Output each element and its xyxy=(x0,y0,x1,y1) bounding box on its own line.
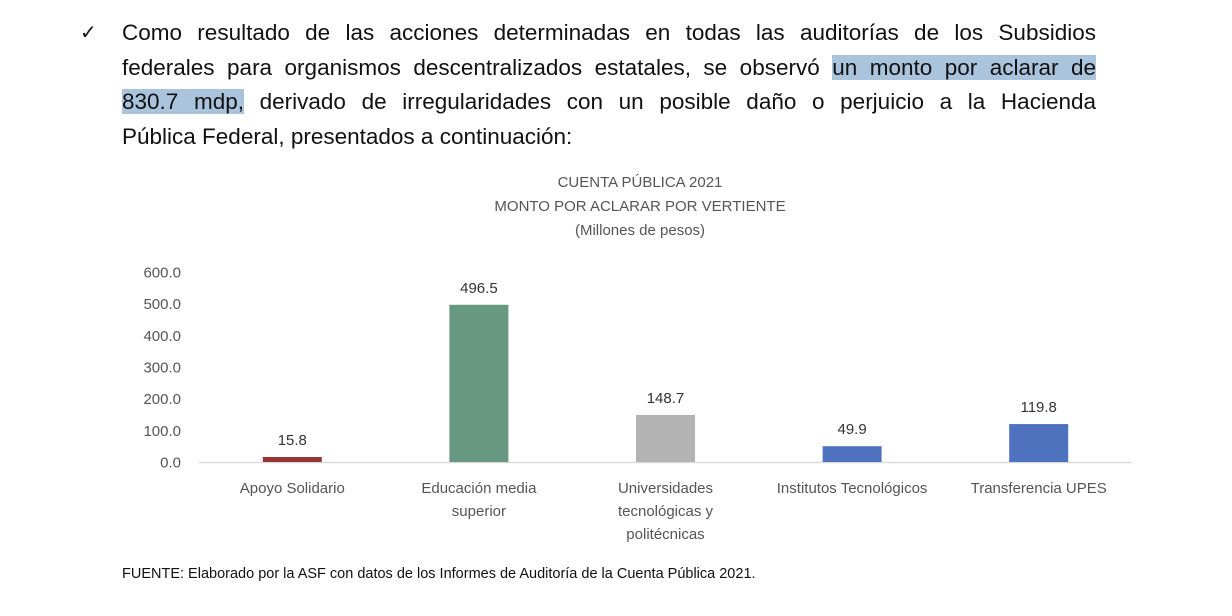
paragraph-text: Como resultado de las acciones determina… xyxy=(122,20,1096,45)
paragraph-text: federales para organismos descentralizad… xyxy=(122,54,833,80)
checkmark-icon: ✓ xyxy=(80,20,97,44)
bar xyxy=(822,446,882,462)
y-tick-label: 100.0 xyxy=(143,423,181,440)
x-tick-label: Apoyo Solidario xyxy=(240,480,345,497)
data-label: 15.8 xyxy=(278,432,307,449)
x-tick-label: politécnicas xyxy=(626,526,704,543)
chart-title-line: MONTO POR ACLARAR POR VERTIENTE xyxy=(494,198,786,215)
data-label: 496.5 xyxy=(460,280,498,297)
source-footnote: FUENTE: Elaborado por la ASF con datos d… xyxy=(122,566,756,582)
x-tick-label: Transferencia UPES xyxy=(971,480,1107,497)
chart-title-line: (Millones de pesos) xyxy=(574,222,706,239)
data-label: 49.9 xyxy=(837,421,866,438)
paragraph-line: 830.7 mdp, derivado de irregularidades c… xyxy=(122,85,1096,120)
data-label: 148.7 xyxy=(647,390,685,407)
y-tick-label: 400.0 xyxy=(143,328,181,345)
y-tick-label: 600.0 xyxy=(143,265,181,282)
bar xyxy=(262,456,322,462)
highlighted-text: 830.7 mdp, xyxy=(122,89,244,114)
x-tick-label: Institutos Tecnológicos xyxy=(777,480,928,497)
paragraph-line: federales para organismos descentralizad… xyxy=(122,51,1096,86)
y-tick-label: 200.0 xyxy=(143,391,181,408)
x-tick-label: Universidades xyxy=(618,480,713,497)
bar xyxy=(1009,424,1069,462)
y-tick-label: 500.0 xyxy=(143,296,181,313)
bar xyxy=(449,304,509,462)
y-tick-label: 300.0 xyxy=(143,360,181,377)
paragraph-text: Pública Federal, presentados a continuac… xyxy=(122,123,573,149)
x-tick-label: tecnológicas y xyxy=(618,503,714,520)
highlighted-text: un monto por aclarar de xyxy=(832,54,1096,80)
bar xyxy=(636,414,695,462)
paragraph-line: Pública Federal, presentados a continuac… xyxy=(122,120,1096,155)
x-tick-label: superior xyxy=(452,503,506,520)
data-label: 119.8 xyxy=(1020,399,1056,416)
paragraph-text: derivado de irregularidades con un posib… xyxy=(243,89,1096,114)
paragraph-line: Como resultado de las acciones determina… xyxy=(122,16,1096,51)
chart-title-line: CUENTA PÚBLICA 2021 xyxy=(557,174,723,191)
y-tick-label: 0.0 xyxy=(160,455,181,472)
x-tick-label: Educación media xyxy=(421,480,537,497)
bullet-paragraph: Como resultado de las acciones determina… xyxy=(122,16,1096,154)
